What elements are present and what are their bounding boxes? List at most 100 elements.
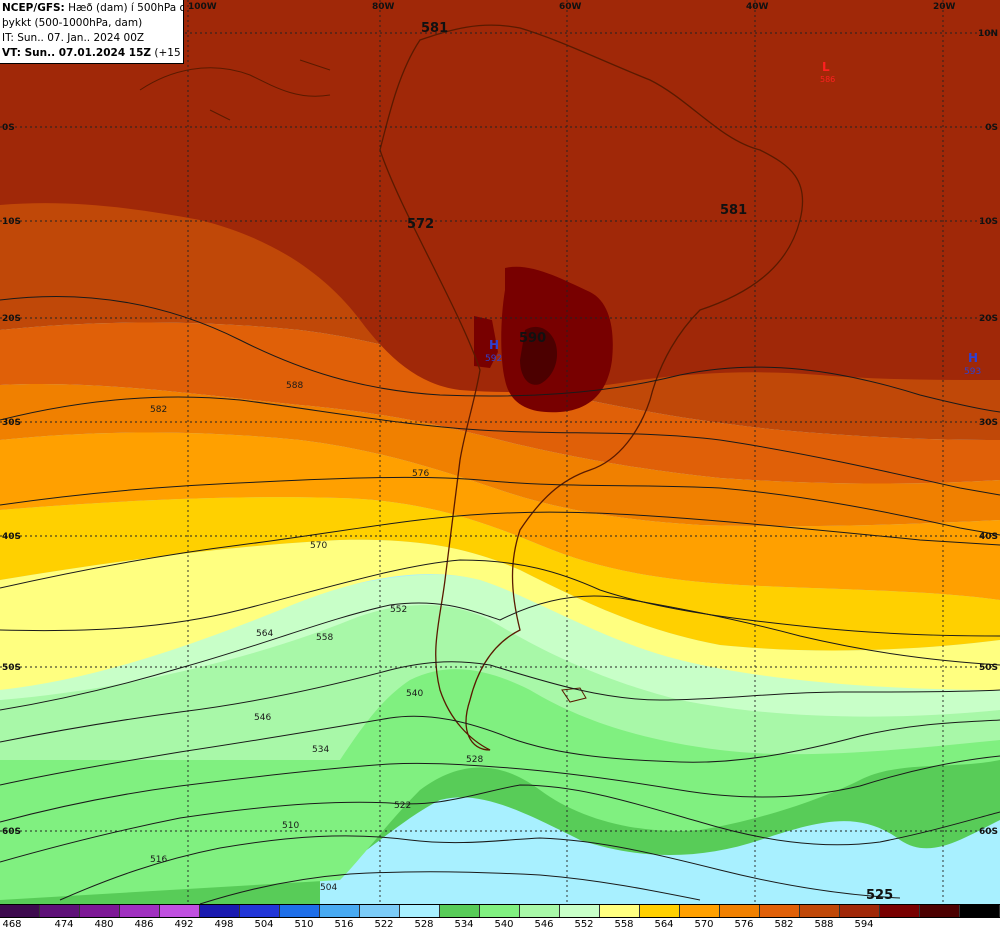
legend-swatch: [40, 905, 80, 917]
height-value: 572: [407, 217, 434, 232]
contour-label: 528: [466, 755, 483, 765]
lat-label: 60S: [2, 827, 21, 837]
legend-swatch: [720, 905, 760, 917]
legend-swatch: [840, 905, 880, 917]
contour-label: 510: [282, 821, 299, 831]
legend-value-label: 594: [854, 919, 874, 930]
lon-label: 60W: [559, 2, 582, 12]
contour-value-labels: 588 582 576 570 564 558 552 546 540 534 …: [150, 381, 483, 893]
legend-swatch: [600, 905, 640, 917]
lat-label: 50S: [979, 663, 998, 673]
lat-label: 0S: [985, 123, 998, 133]
legend-value-label: 528: [414, 919, 434, 930]
legend-swatch: [440, 905, 480, 917]
title-text-1: Hæð (dam) í 500hPa og: [64, 2, 184, 14]
legend-value-label: 486: [134, 919, 154, 930]
legend-value-label: 510: [294, 919, 314, 930]
caribbean-outline: [139, 59, 331, 121]
contour-label: 522: [394, 801, 411, 811]
lat-label: 20S: [979, 314, 998, 324]
legend-value-label: 588: [814, 919, 834, 930]
legend-value-label: 540: [494, 919, 514, 930]
height-value: 581: [720, 203, 747, 218]
band-588: [0, 0, 1000, 392]
lat-label: 0S: [2, 123, 15, 133]
lat-label: 50S: [2, 663, 21, 673]
valid-label: VT: Sun.. 07.01.2024 15Z: [2, 47, 152, 59]
contour-label: 588: [286, 381, 303, 391]
contour-label: 576: [412, 469, 429, 479]
low-center-value: 586: [820, 75, 835, 84]
lat-label: 60S: [979, 827, 998, 837]
lon-label: 20W: [933, 2, 956, 12]
lon-labels: 100W 80W 60W 40W 20W: [188, 2, 956, 12]
low-center-marker: L: [822, 60, 830, 74]
init-time: IT: Sun.. 07. Jan.. 2024 00Z: [2, 32, 145, 44]
legend-swatch: [240, 905, 280, 917]
legend-swatch: [80, 905, 120, 917]
legend-swatch: [560, 905, 600, 917]
legend-value-label: 474: [54, 919, 74, 930]
lat-labels-right: 10N 0S 10S 20S 30S 40S 50S 60S: [978, 29, 998, 837]
contour-label: 504: [320, 883, 337, 893]
legend-value-label: 552: [574, 919, 594, 930]
legend-swatch: [120, 905, 160, 917]
contour-label: 552: [390, 605, 407, 615]
legend-swatch: [520, 905, 560, 917]
legend-value-label: 522: [374, 919, 394, 930]
contour-label: 534: [312, 745, 329, 755]
model-name: NCEP/GFS:: [2, 2, 65, 14]
legend-value-label: 576: [734, 919, 754, 930]
high-center-marker: H: [968, 351, 978, 365]
legend-swatch: [760, 905, 800, 917]
contour-label: 546: [254, 713, 271, 723]
high-center-marker: H: [489, 338, 499, 352]
pressure-centers: L 586 H 592 H 593: [485, 60, 981, 377]
title-line-2: þykkt (500-1000hPa, dam): [2, 17, 143, 29]
legend-swatch: [0, 905, 40, 917]
band-558: [0, 497, 1000, 651]
legend-value-label: 492: [174, 919, 194, 930]
contour-label: 564: [256, 629, 273, 639]
legend-value-label: 516: [334, 919, 354, 930]
contour-label: 582: [150, 405, 167, 415]
south-america-outline: [379, 24, 804, 751]
band-564: [0, 432, 1000, 600]
legend-value-label: 504: [254, 919, 274, 930]
lat-label: 30S: [979, 418, 998, 428]
weather-map: 588 582 576 570 564 558 552 546 540 534 …: [0, 0, 1000, 904]
band-600: [520, 326, 558, 385]
legend-swatch: [880, 905, 920, 917]
valid-time: VT: Sun.. 07.01.2024 15Z (+15 h): [2, 46, 183, 61]
legend-swatch: [800, 905, 840, 917]
legend-value-label: 534: [454, 919, 474, 930]
legend-value-labels: 468 474 480 486 492 498 504 510 516 522 528 534 540 5…: [0, 919, 1000, 934]
lat-label: 20S: [2, 314, 21, 324]
height-contours: [0, 295, 1000, 904]
band-546: [0, 574, 1000, 717]
lat-label: 10S: [2, 217, 21, 227]
lon-label: 80W: [372, 2, 395, 12]
title-line-1: NCEP/GFS: Hæð (dam) í 500hPa og: [2, 1, 183, 16]
legend-swatch: [200, 905, 240, 917]
height-values: 581 572 581 590 525: [407, 21, 893, 903]
valid-offset: (+15 h): [154, 47, 183, 59]
contour-label: 540: [406, 689, 423, 699]
legend-value-label: 480: [94, 919, 114, 930]
lat-label: 10S: [979, 217, 998, 227]
height-value: 525: [866, 888, 893, 903]
legend-color-bar: [0, 904, 1000, 918]
lon-label: 40W: [746, 2, 769, 12]
height-value: 581: [421, 21, 448, 36]
legend-value-label: 546: [534, 919, 554, 930]
contour-label: 570: [310, 541, 327, 551]
height-value: 590: [519, 331, 546, 346]
legend-swatch: [400, 905, 440, 917]
color-legend: 468 474 480 486 492 498 504 510 516 522 528 534 540 5…: [0, 904, 1000, 934]
high-center-value: 593: [964, 367, 981, 377]
legend-swatch: [960, 905, 1000, 917]
map-title-box: NCEP/GFS: Hæð (dam) í 500hPa og þykkt (5…: [0, 0, 184, 64]
legend-swatch: [360, 905, 400, 917]
legend-swatch: [160, 905, 200, 917]
band-540: [0, 596, 1000, 760]
